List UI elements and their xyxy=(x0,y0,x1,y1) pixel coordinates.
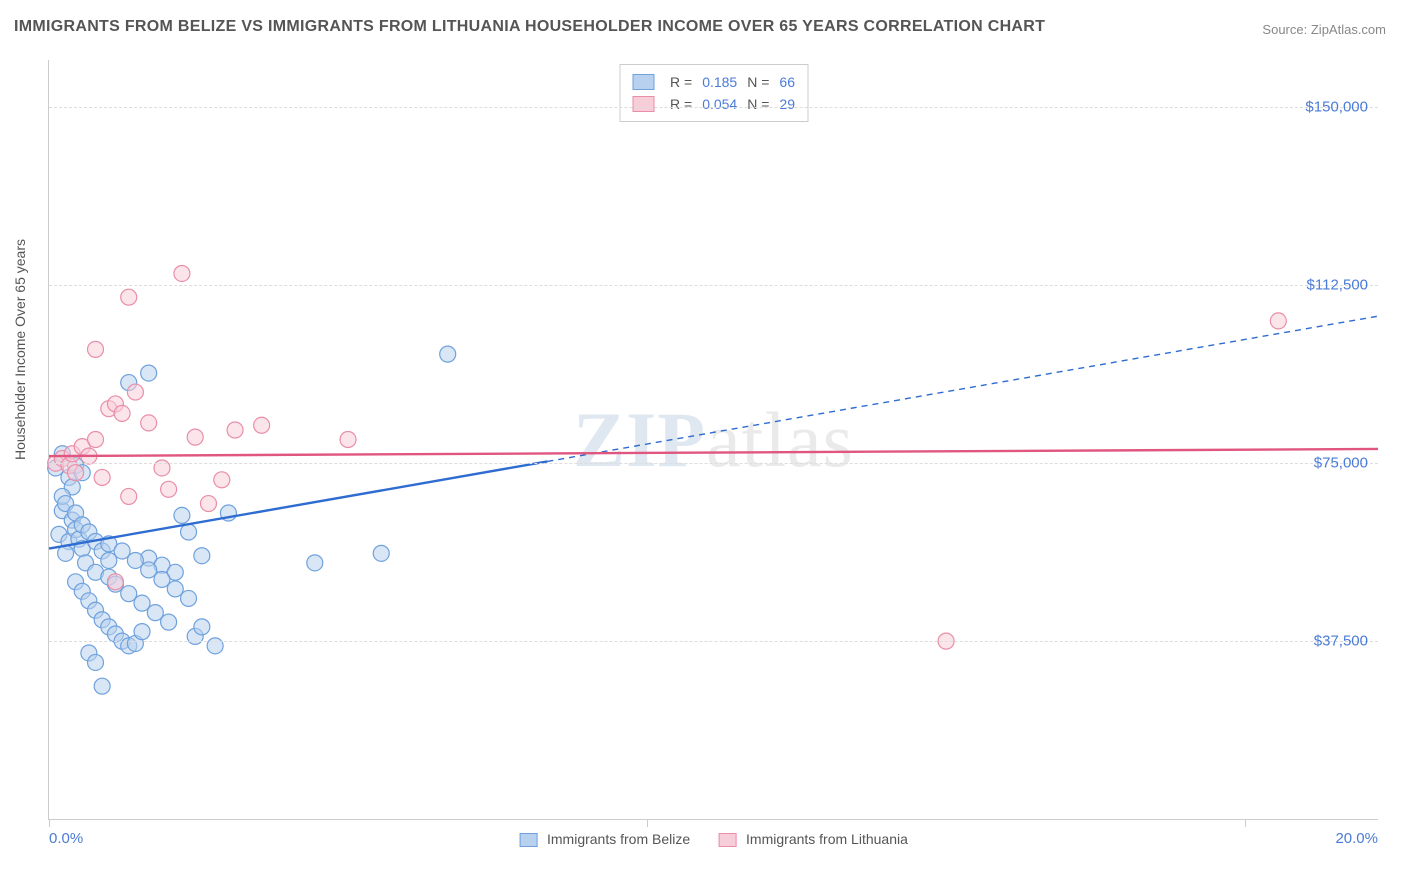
scatter-point xyxy=(141,562,157,578)
scatter-point xyxy=(181,590,197,606)
legend-swatch-1 xyxy=(718,833,736,847)
scatter-point xyxy=(174,507,190,523)
scatter-point xyxy=(114,543,130,559)
y-tick-label: $150,000 xyxy=(1305,99,1368,116)
scatter-point xyxy=(127,384,143,400)
x-tick-label-min: 0.0% xyxy=(49,830,83,847)
plot-area: ZIPatlas R = 0.185 N = 66 R = 0.054 N = … xyxy=(48,60,1378,820)
series-legend: Immigrants from Belize Immigrants from L… xyxy=(519,831,908,847)
scatter-point xyxy=(307,555,323,571)
scatter-point xyxy=(174,265,190,281)
x-tick xyxy=(1245,819,1246,827)
gridline-y xyxy=(49,641,1378,642)
scatter-point xyxy=(127,552,143,568)
scatter-point xyxy=(254,417,270,433)
scatter-point xyxy=(101,552,117,568)
source-link[interactable]: ZipAtlas.com xyxy=(1311,22,1386,37)
scatter-point xyxy=(440,346,456,362)
scatter-point xyxy=(167,581,183,597)
scatter-point xyxy=(94,469,110,485)
scatter-point xyxy=(121,586,137,602)
scatter-point xyxy=(187,429,203,445)
scatter-point xyxy=(121,488,137,504)
legend-label-1: Immigrants from Lithuania xyxy=(746,831,908,847)
scatter-point xyxy=(181,524,197,540)
x-tick xyxy=(647,819,648,827)
scatter-point xyxy=(68,465,84,481)
legend-swatch-0 xyxy=(519,833,537,847)
scatter-point xyxy=(227,422,243,438)
legend-label-0: Immigrants from Belize xyxy=(547,831,690,847)
chart-title: IMMIGRANTS FROM BELIZE VS IMMIGRANTS FRO… xyxy=(14,18,1045,36)
scatter-point xyxy=(141,365,157,381)
scatter-point xyxy=(134,595,150,611)
scatter-point xyxy=(200,496,216,512)
scatter-point xyxy=(107,574,123,590)
y-tick-label: $75,000 xyxy=(1314,455,1368,472)
y-tick-label: $112,500 xyxy=(1307,277,1368,294)
scatter-point xyxy=(1270,313,1286,329)
chart-svg xyxy=(49,60,1378,819)
scatter-point xyxy=(194,619,210,635)
scatter-point xyxy=(88,654,104,670)
scatter-point xyxy=(161,481,177,497)
scatter-point xyxy=(194,548,210,564)
scatter-point xyxy=(134,624,150,640)
regression-line-solid xyxy=(49,461,547,548)
legend-item-1: Immigrants from Lithuania xyxy=(718,831,908,847)
scatter-point xyxy=(114,405,130,421)
scatter-point xyxy=(88,432,104,448)
scatter-point xyxy=(141,415,157,431)
scatter-point xyxy=(161,614,177,630)
source-label: Source: xyxy=(1262,22,1307,37)
scatter-point xyxy=(373,545,389,561)
scatter-point xyxy=(214,472,230,488)
legend-item-0: Immigrants from Belize xyxy=(519,831,690,847)
scatter-point xyxy=(121,289,137,305)
regression-line-dashed xyxy=(547,316,1378,461)
y-tick-label: $37,500 xyxy=(1314,633,1368,650)
gridline-y xyxy=(49,285,1378,286)
gridline-y xyxy=(49,463,1378,464)
x-tick-label-max: 20.0% xyxy=(1335,830,1378,847)
y-axis-label: Householder Income Over 65 years xyxy=(12,239,28,460)
scatter-point xyxy=(147,605,163,621)
scatter-point xyxy=(94,678,110,694)
gridline-y xyxy=(49,107,1378,108)
source-attribution: Source: ZipAtlas.com xyxy=(1262,22,1386,37)
regression-line-solid xyxy=(49,449,1378,456)
scatter-point xyxy=(154,571,170,587)
scatter-point xyxy=(340,432,356,448)
x-tick xyxy=(49,819,50,827)
scatter-point xyxy=(88,341,104,357)
